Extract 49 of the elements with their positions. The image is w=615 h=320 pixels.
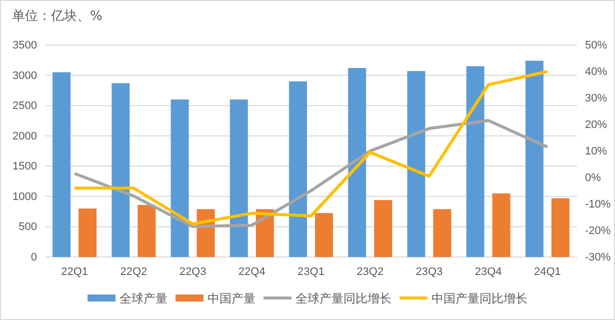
bar: [289, 81, 307, 257]
line-series: [73, 70, 549, 226]
y-tick-label: 1500: [12, 160, 37, 173]
bar: [52, 72, 71, 257]
line-series: [73, 119, 549, 228]
bar: [315, 213, 333, 257]
y2-tick-label: 10%: [585, 146, 608, 158]
y-tick-label: 500: [18, 221, 37, 234]
bar: [374, 200, 392, 257]
x-tick-label: 22Q1: [61, 266, 88, 278]
bar: [230, 100, 248, 257]
bar: [466, 66, 484, 257]
y2-tick-label: -30%: [585, 252, 611, 264]
y-tick-label: 0: [30, 252, 37, 264]
y2-tick-label: -20%: [585, 225, 611, 238]
y2-tick-label: 40%: [585, 66, 608, 78]
y2-tick-label: 30%: [585, 92, 608, 105]
legend-label: 中国产量同比增长: [432, 292, 528, 306]
y-tick-label: 1000: [12, 190, 37, 203]
x-tick-label: 23Q1: [298, 266, 324, 278]
x-tick-label: 22Q2: [120, 266, 148, 278]
x-tick-label: 22Q4: [238, 266, 266, 278]
bar: [433, 209, 452, 257]
y-tick-label: 2500: [12, 100, 37, 112]
bar: [138, 204, 156, 257]
bar: [78, 208, 97, 257]
y-tick-label: 3000: [12, 70, 37, 82]
y2-tick-label: -10%: [585, 198, 611, 211]
x-tick-label: 23Q4: [474, 266, 502, 278]
bar: [407, 71, 426, 257]
bar: [551, 198, 570, 257]
x-tick-label: 22Q3: [179, 266, 206, 278]
legend-label: 全球产量同比增长: [296, 292, 392, 306]
y-tick-label: 3500: [12, 40, 37, 52]
bar: [112, 83, 130, 257]
legend-label: 全球产量: [120, 292, 168, 306]
bar: [492, 193, 510, 257]
y-tick-label: 2000: [12, 130, 37, 142]
y2-tick-label: 20%: [585, 119, 608, 132]
bar: [525, 60, 544, 257]
legend-label: 中国产量: [208, 292, 256, 306]
x-tick-label: 23Q3: [416, 266, 443, 278]
y2-tick-label: 50%: [585, 40, 608, 52]
y2-tick-label: 0%: [585, 172, 602, 184]
x-tick-label: 23Q2: [356, 266, 384, 278]
chart-title: 单位：亿块、%: [12, 9, 102, 24]
x-tick-label: 24Q1: [534, 266, 561, 278]
bar: [170, 100, 189, 257]
bar: [348, 68, 366, 257]
